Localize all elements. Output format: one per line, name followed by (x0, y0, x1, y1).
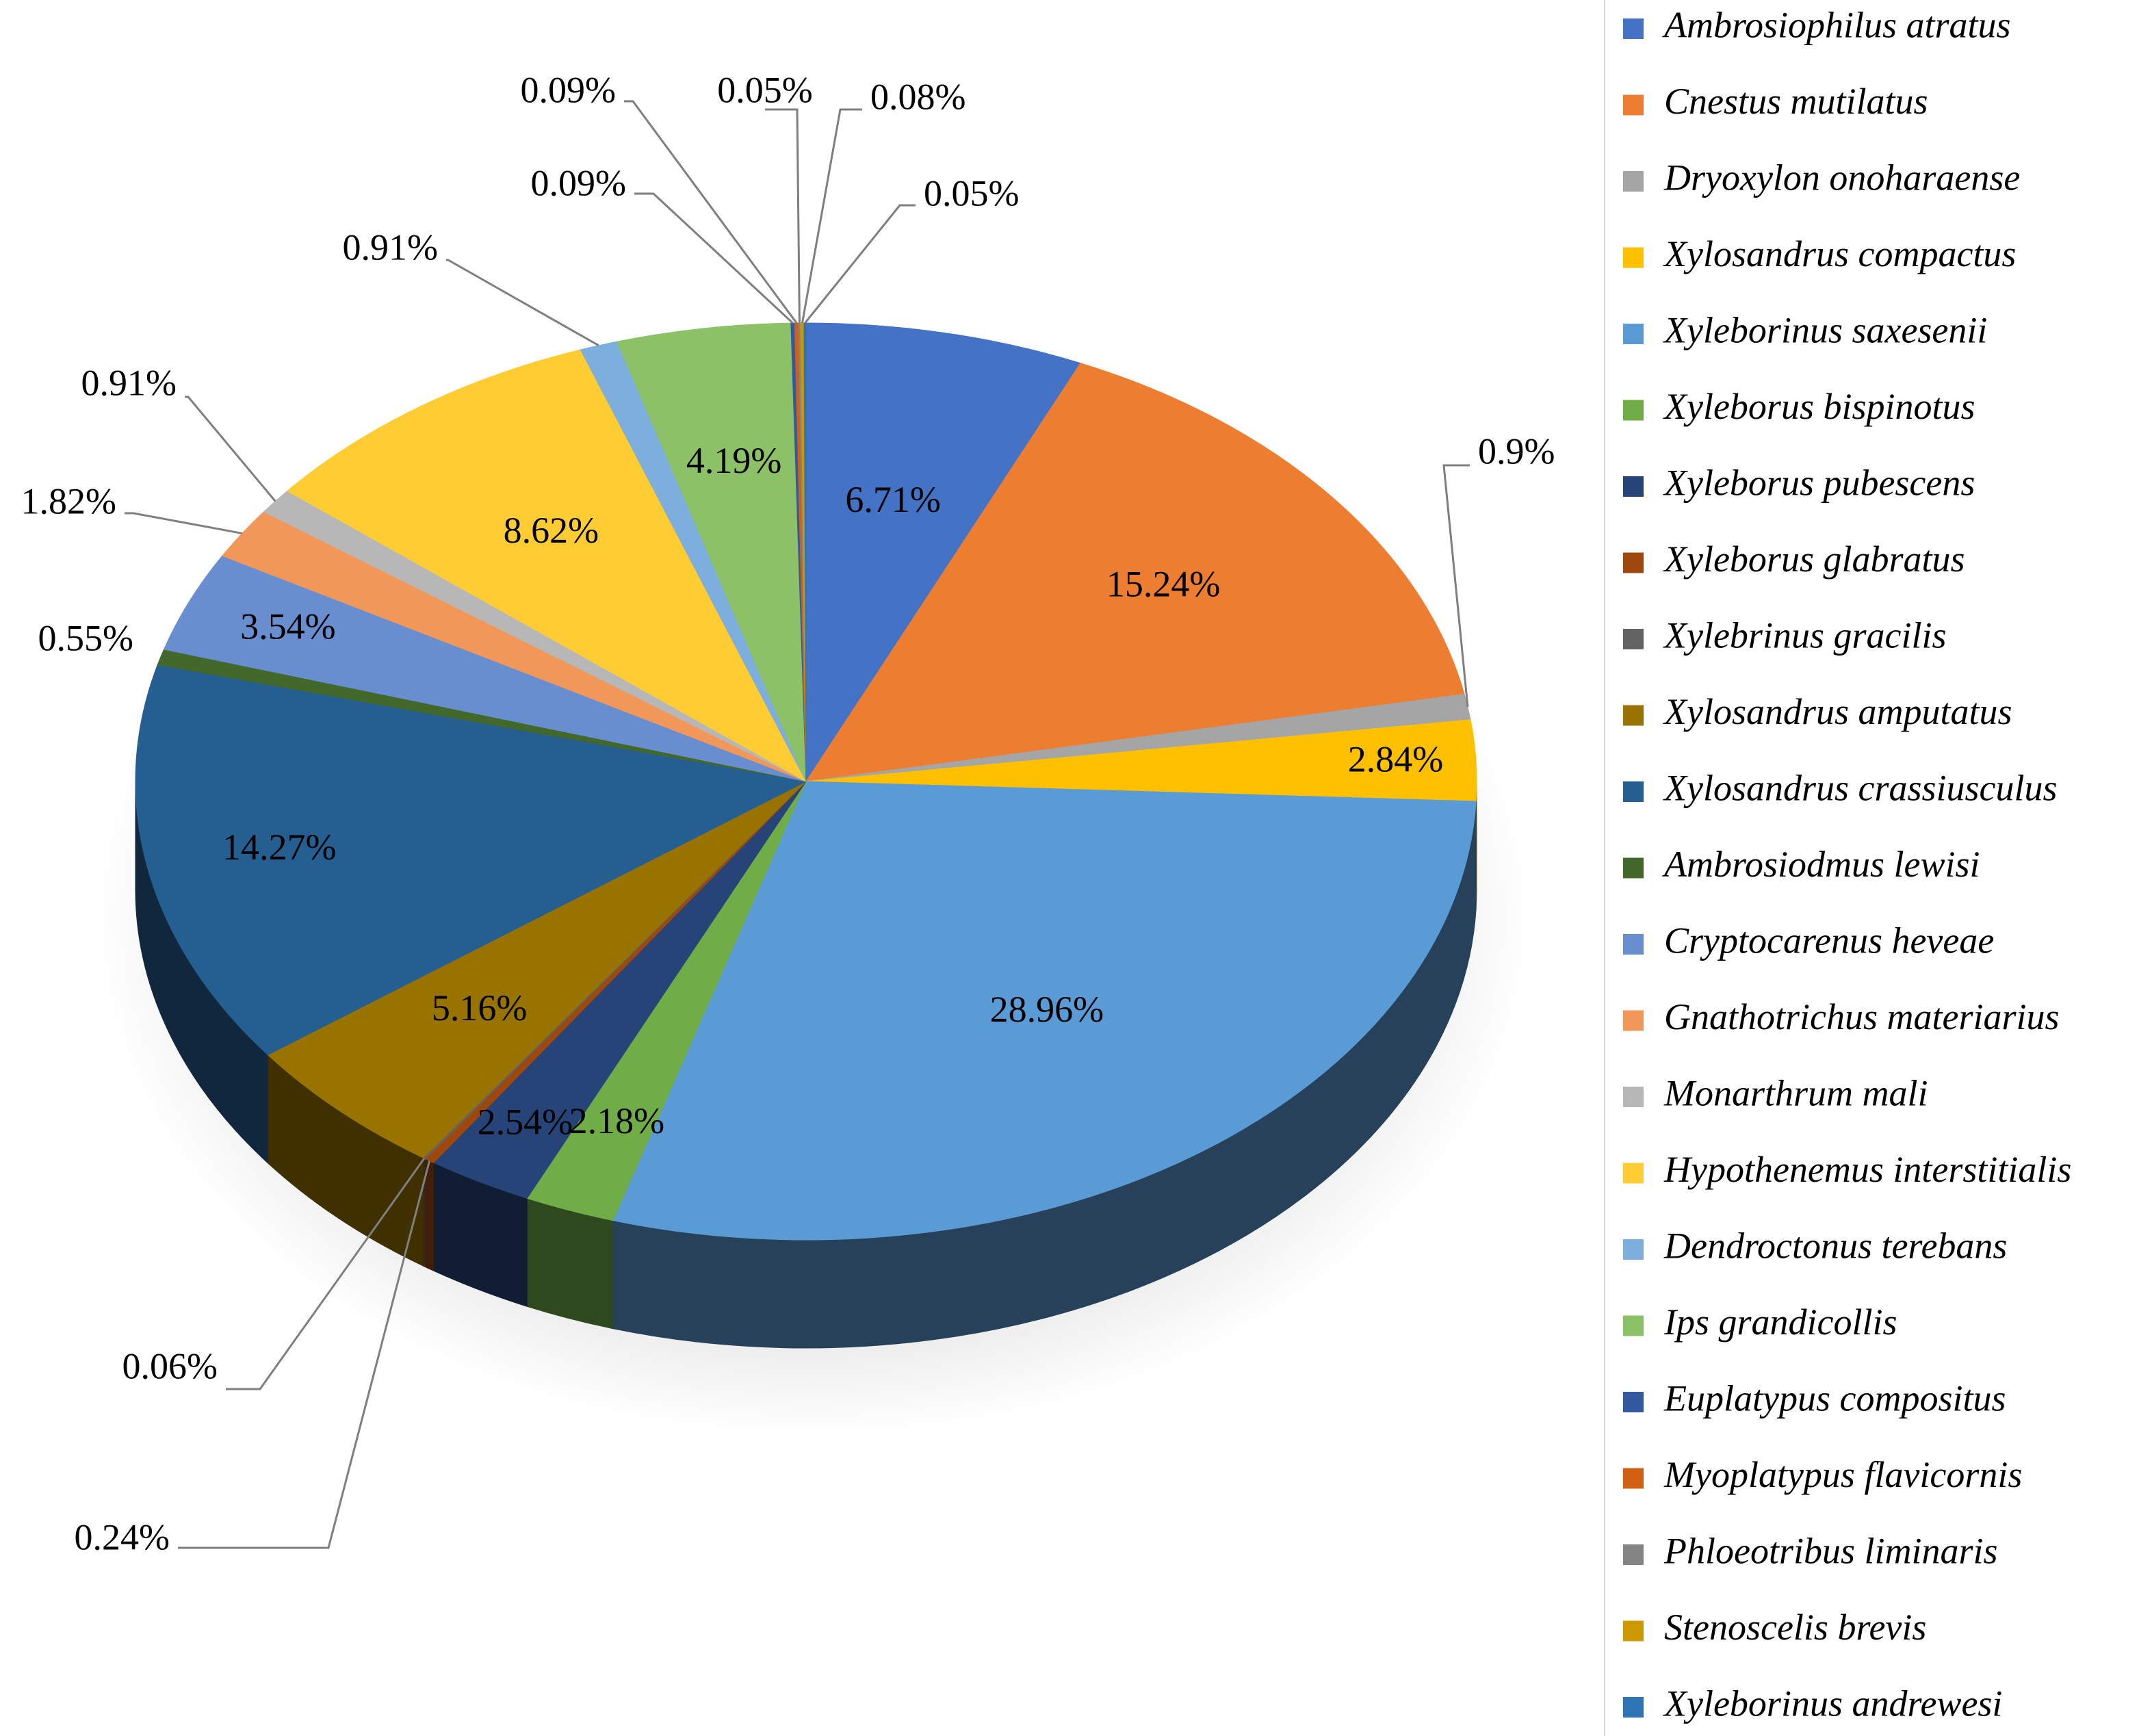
legend-label-17: Ips grandicollis (1663, 1301, 1897, 1343)
slice-label-18: 0.09% (531, 162, 626, 203)
leader-line-8 (226, 1157, 426, 1390)
legend-swatch-15 (1623, 1163, 1644, 1184)
legend-swatch-10 (1623, 781, 1644, 802)
legend-label-3: Xylosandrus compactus (1663, 233, 2016, 274)
legend-label-22: Xyleborinus andrewesi (1663, 1683, 2002, 1724)
legend-label-0: Ambrosiophilus atratus (1662, 4, 2011, 45)
pie-slice-15 (286, 349, 807, 783)
slice-label-16: 0.91% (343, 226, 438, 268)
slice-label-5: 2.18% (569, 1100, 664, 1141)
legend-swatch-16 (1623, 1239, 1644, 1260)
pie-slice-1 (805, 363, 1465, 782)
pie-slice-17 (616, 322, 807, 782)
slice-label-1: 15.24% (1106, 563, 1220, 604)
legend-label-7: Xyleborus glabratus (1663, 539, 1965, 580)
legend-label-11: Ambrosiodmus lewisi (1662, 844, 1980, 885)
slice-label-0: 6.71% (845, 479, 940, 520)
legend-swatch-9 (1623, 705, 1644, 726)
legend-swatch-6 (1623, 476, 1644, 497)
legend-swatch-0 (1623, 18, 1644, 39)
slice-label-13: 1.82% (21, 480, 116, 521)
slice-label-2: 0.9% (1478, 430, 1555, 471)
legend-label-19: Myoplatypus flavicornis (1663, 1454, 2022, 1495)
leader-line-14 (185, 396, 276, 502)
leader-line-16 (446, 259, 599, 347)
legend-swatch-1 (1623, 94, 1644, 116)
legend-label-18: Euplatypus compositus (1663, 1377, 2006, 1418)
slice-label-7: 0.24% (75, 1516, 170, 1557)
legend-label-15: Hypothenemus interstitialis (1663, 1149, 2071, 1190)
leader-line-21 (801, 108, 862, 324)
legend-swatch-19 (1623, 1468, 1644, 1489)
legend-swatch-14 (1623, 1087, 1644, 1107)
slice-label-15: 8.62% (504, 510, 599, 551)
legend-swatch-7 (1623, 552, 1644, 573)
leader-line-19 (624, 100, 798, 324)
slice-label-20: 0.05% (717, 69, 812, 110)
slice-label-22: 0.05% (924, 172, 1019, 213)
legend-label-13: Gnathotrichus materiarius (1664, 996, 2060, 1037)
slice-label-17: 4.19% (686, 440, 781, 481)
legend-label-8: Xylebrinus gracilis (1663, 614, 1946, 656)
slice-label-11: 0.55% (38, 617, 133, 658)
legend: Ambrosiophilus atratus Cnestus mutilatus D… (1604, 0, 2071, 1736)
slice-label-12: 3.54% (240, 606, 335, 647)
legend-swatch-5 (1623, 400, 1644, 421)
slice-label-21: 0.08% (870, 76, 965, 117)
pie-slice-0 (805, 322, 1081, 783)
pie-slice-4 (612, 781, 1477, 1241)
leader-line-18 (634, 192, 794, 324)
legend-swatch-12 (1623, 934, 1644, 955)
legend-label-20: Phloeotribus liminaris (1663, 1530, 1998, 1571)
legend-swatch-4 (1623, 324, 1644, 344)
legend-label-21: Stenoscelis brevis (1664, 1607, 1926, 1648)
legend-swatch-13 (1623, 1010, 1644, 1031)
slice-label-19: 0.09% (521, 69, 616, 110)
legend-label-1: Cnestus mutilatus (1664, 81, 1928, 122)
slice-label-14: 0.91% (81, 362, 177, 403)
legend-label-4: Xyleborinus saxesenii (1663, 309, 1987, 350)
leader-line-13 (125, 512, 243, 534)
slice-label-6: 2.54% (478, 1102, 573, 1143)
slice-label-4: 28.96% (990, 989, 1104, 1030)
legend-label-16: Dendroctonus terebans (1663, 1225, 2007, 1266)
legend-label-9: Xylosandrus amputatus (1663, 691, 2012, 732)
slice-label-8: 0.06% (122, 1345, 218, 1386)
legend-swatch-11 (1623, 857, 1644, 879)
legend-swatch-8 (1623, 629, 1644, 649)
legend-swatch-20 (1623, 1544, 1644, 1565)
legend-swatch-22 (1623, 1697, 1644, 1718)
legend-swatch-17 (1623, 1315, 1644, 1336)
leader-line-20 (765, 108, 801, 324)
legend-label-6: Xyleborus pubescens (1663, 462, 1975, 503)
slice-label-9: 5.16% (432, 987, 527, 1028)
legend-label-2: Dryoxylon onoharaense (1663, 157, 2020, 198)
legend-swatch-21 (1623, 1620, 1644, 1642)
slice-label-3: 2.84% (1348, 738, 1443, 779)
leader-line-7 (178, 1161, 431, 1549)
leader-line-2 (1442, 464, 1470, 708)
legend-label-5: Xyleborus bispinotus (1663, 386, 1975, 427)
legend-label-14: Monarthrum mali (1663, 1072, 1928, 1113)
pie-slice-9 (267, 781, 807, 1158)
leader-line-22 (804, 204, 916, 324)
legend-swatch-2 (1623, 171, 1644, 192)
slice-label-10: 14.27% (222, 827, 336, 868)
pie-slice-10 (135, 664, 807, 1056)
legend-swatch-18 (1623, 1392, 1644, 1412)
pie-slice-12 (163, 555, 807, 782)
legend-swatch-3 (1623, 247, 1644, 268)
legend-label-12: Cryptocarenus heveae (1664, 920, 1994, 961)
legend-label-10: Xylosandrus crassiusculus (1663, 767, 2058, 808)
